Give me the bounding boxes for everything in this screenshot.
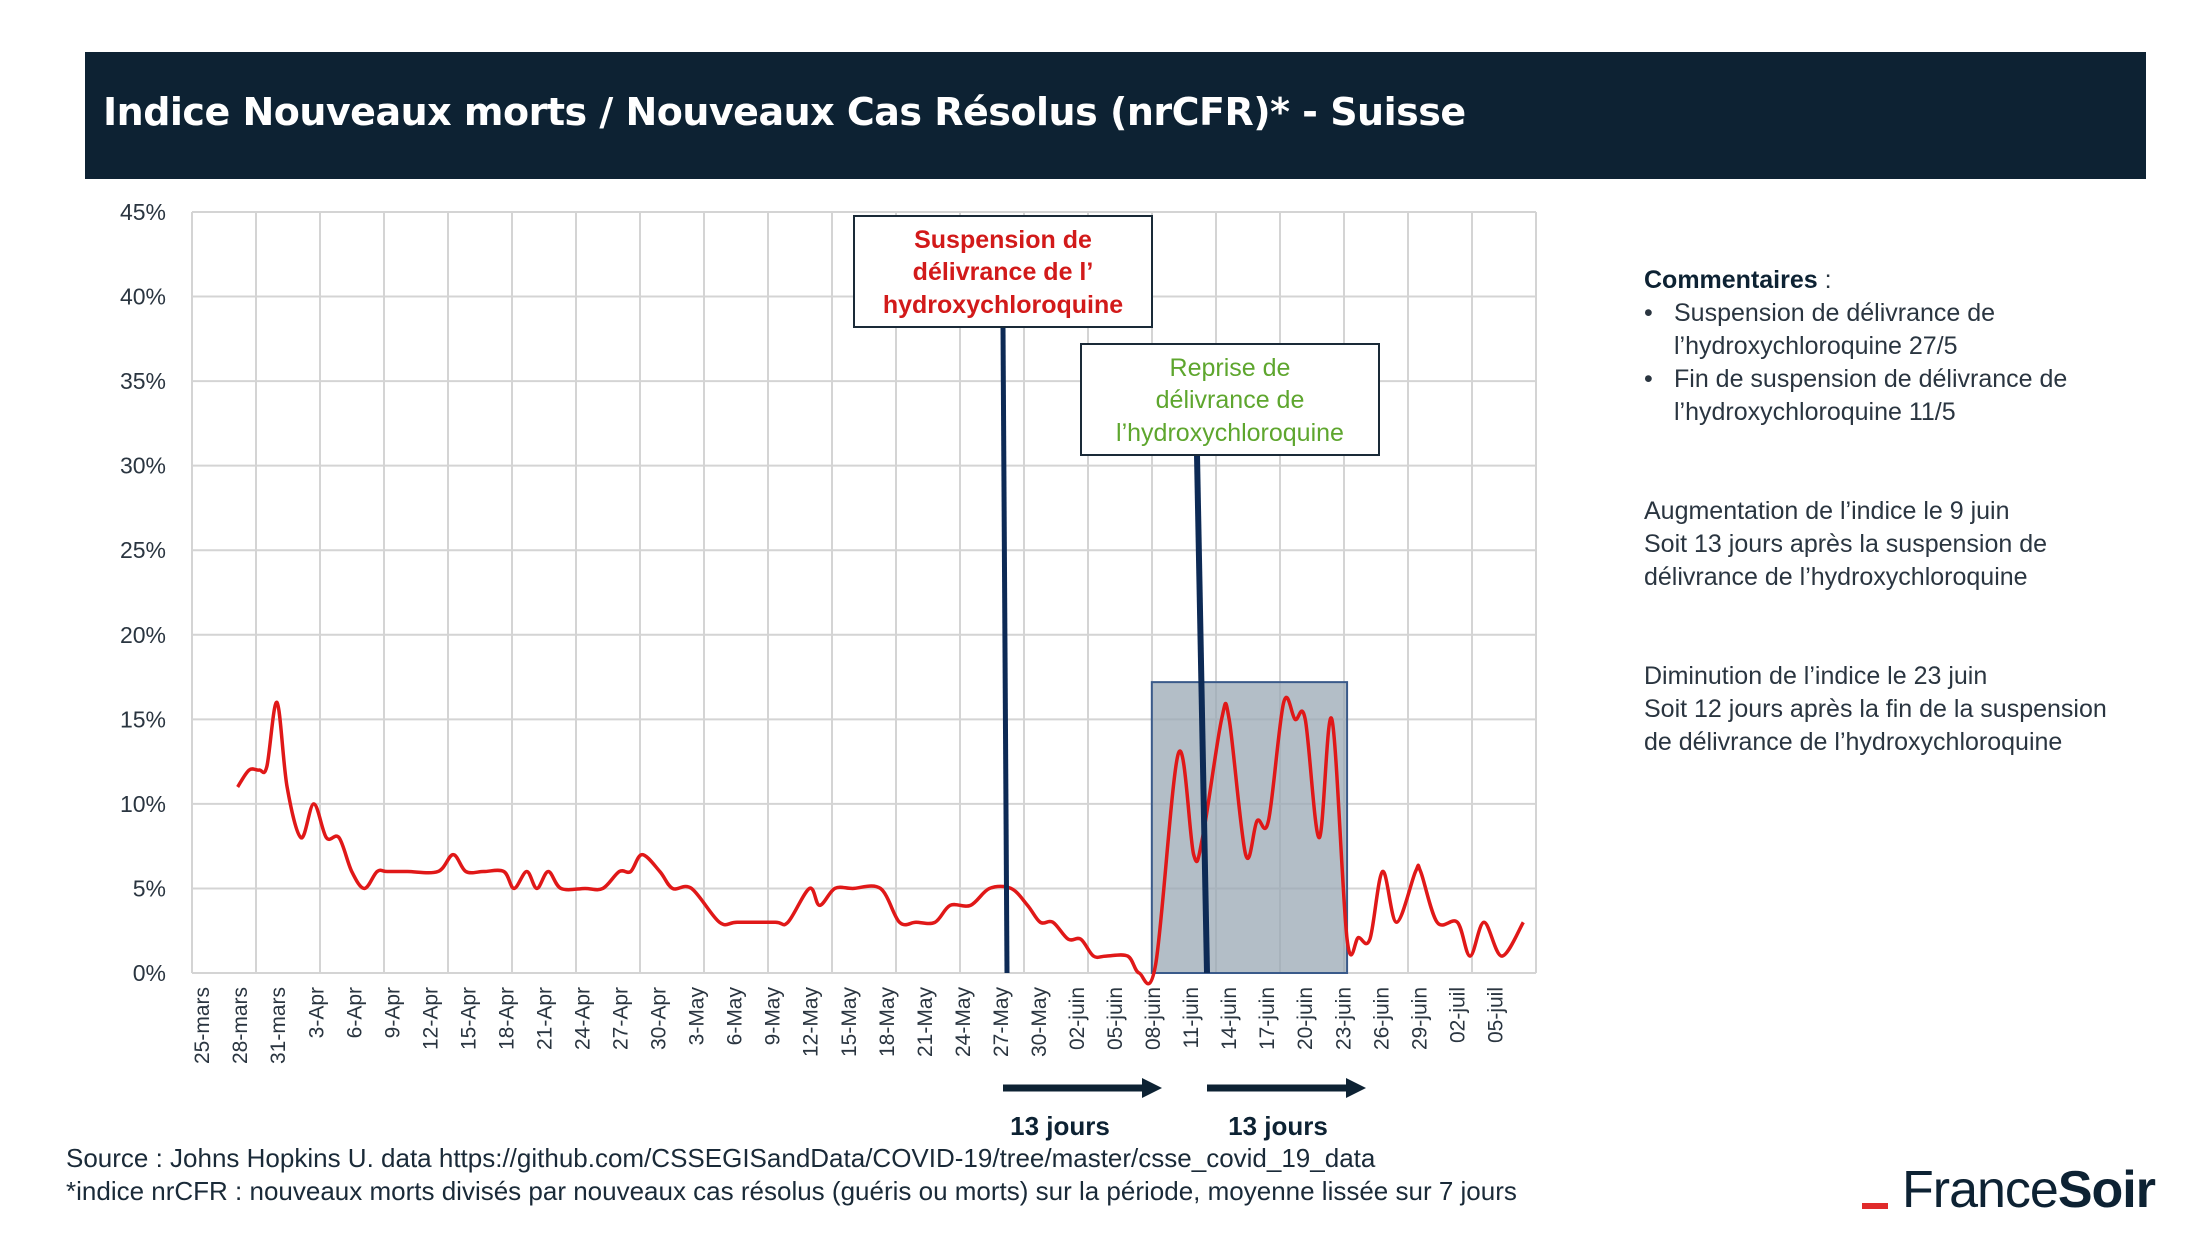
x-tick-label: 20-juin: [1294, 987, 1317, 1050]
arrow-label: 13 jours: [1010, 1111, 1110, 1141]
comments-bullets: Suspension de délivrance del’hydroxychlo…: [1644, 297, 2184, 429]
series-line-nrCFR: [236, 695, 1525, 986]
x-tick-label: 3-Apr: [305, 987, 328, 1038]
annotation-line: Suspension de: [914, 226, 1092, 254]
x-tick-label: 17-juin: [1256, 987, 1279, 1050]
y-tick-label: 45%: [120, 199, 166, 225]
x-tick-label: 30-Apr: [648, 987, 671, 1050]
comments-panel: Commentaires : Suspension de délivrance …: [1644, 264, 2184, 759]
x-tick-label: 14-juin: [1218, 987, 1241, 1050]
x-tick-label: 3-May: [686, 987, 709, 1046]
x-tick-label: 29-juin: [1408, 987, 1431, 1050]
logo-dash-icon: [1862, 1203, 1888, 1209]
x-tick-label: 18-May: [876, 987, 899, 1058]
x-tick-label: 27-May: [990, 987, 1013, 1058]
x-tick-label: 28-mars: [229, 987, 252, 1064]
x-tick-label: 02-juin: [1066, 987, 1089, 1050]
suspension-marker-line: [1000, 326, 1010, 974]
y-tick-label: 35%: [120, 368, 166, 394]
x-tick-label: 25-mars: [191, 987, 214, 1064]
x-tick-label: 31-mars: [267, 987, 290, 1064]
annotation-line: délivrance de: [1156, 386, 1305, 414]
x-tick-label: 12-May: [800, 987, 823, 1058]
x-tick-label: 05-juil: [1484, 987, 1507, 1043]
y-axis: 0% 5% 10% 15% 20% 25% 30% 35% 40% 45%: [120, 199, 166, 986]
chart-title: Indice Nouveaux morts / Nouveaux Cas Rés…: [103, 90, 1466, 134]
y-tick-label: 0%: [133, 960, 166, 986]
x-axis: 25-mars 28-mars 31-mars 3-Apr 6-Apr 9-Apr 12-A…: [191, 987, 1507, 1065]
x-tick-label: 08-juin: [1142, 987, 1165, 1050]
x-tick-label: 15-Apr: [457, 987, 480, 1050]
x-tick-label: 05-juin: [1104, 987, 1127, 1050]
annotation-line: hydroxychloroquine: [883, 291, 1123, 319]
comments-heading-suffix: :: [1817, 266, 1832, 294]
comments-heading: Commentaires: [1644, 266, 1818, 294]
francesoir-logo: FranceSoir: [1862, 1160, 2156, 1220]
y-tick-label: 15%: [120, 706, 166, 732]
x-tick-label: 21-May: [914, 987, 937, 1058]
comment-bullet: Fin de suspension de délivrance del’hydr…: [1644, 363, 2184, 429]
y-tick-label: 20%: [120, 622, 166, 648]
annotation-line: Reprise de: [1170, 354, 1291, 382]
arrow-label: 13 jours: [1228, 1111, 1328, 1141]
arrow-13-jours-2: 13 jours: [1207, 1078, 1366, 1141]
comment-bullet: Suspension de délivrance del’hydroxychlo…: [1644, 297, 2184, 363]
y-tick-label: 30%: [120, 453, 166, 479]
annotation-reprise: Reprise de délivrance de l’hydroxychloro…: [1080, 343, 1380, 456]
reprise-marker-line: [1194, 454, 1210, 974]
annotation-line: délivrance de l’: [913, 258, 1094, 286]
x-tick-label: 27-Apr: [610, 987, 633, 1050]
x-tick-label: 9-Apr: [381, 987, 404, 1038]
footnote-text: *indice nrCFR : nouveaux morts divisés p…: [66, 1176, 1517, 1206]
arrow-head-icon: [1346, 1078, 1366, 1098]
y-tick-label: 5%: [133, 875, 166, 901]
x-tick-label: 02-juil: [1446, 987, 1469, 1043]
comment-increase: Augmentation de l’indice le 9 juin Soit 1…: [1644, 497, 2048, 591]
annotation-suspension: Suspension de délivrance de l’ hydroxych…: [853, 215, 1153, 328]
arrow-head-icon: [1142, 1078, 1162, 1098]
comment-decrease: Diminution de l’indice le 23 juin Soit 12…: [1644, 662, 2107, 756]
x-tick-label: 6-May: [724, 987, 747, 1046]
x-tick-label: 9-May: [762, 987, 785, 1046]
y-tick-label: 10%: [120, 791, 166, 817]
x-tick-label: 11-juin: [1180, 987, 1203, 1048]
x-tick-label: 23-juin: [1332, 987, 1355, 1050]
x-tick-label: 24-Apr: [572, 987, 595, 1050]
x-tick-label: 18-Apr: [495, 987, 518, 1050]
annotation-line: l’hydroxychloroquine: [1116, 419, 1344, 447]
x-tick-label: 26-juin: [1370, 987, 1393, 1050]
source-text: Source : Johns Hopkins U. data https://g…: [66, 1143, 1376, 1173]
title-bar: Indice Nouveaux morts / Nouveaux Cas Rés…: [85, 52, 2146, 179]
x-tick-label: 12-Apr: [419, 987, 442, 1050]
arrow-13-jours-1: 13 jours: [1003, 1078, 1162, 1141]
x-tick-label: 15-May: [838, 987, 861, 1058]
x-tick-label: 30-May: [1028, 987, 1051, 1058]
x-tick-label: 6-Apr: [343, 987, 366, 1038]
x-tick-label: 24-May: [952, 987, 975, 1058]
y-tick-label: 40%: [120, 284, 166, 310]
y-tick-label: 25%: [120, 537, 166, 563]
highlight-region: [1150, 681, 1349, 975]
x-tick-label: 21-Apr: [533, 987, 556, 1050]
